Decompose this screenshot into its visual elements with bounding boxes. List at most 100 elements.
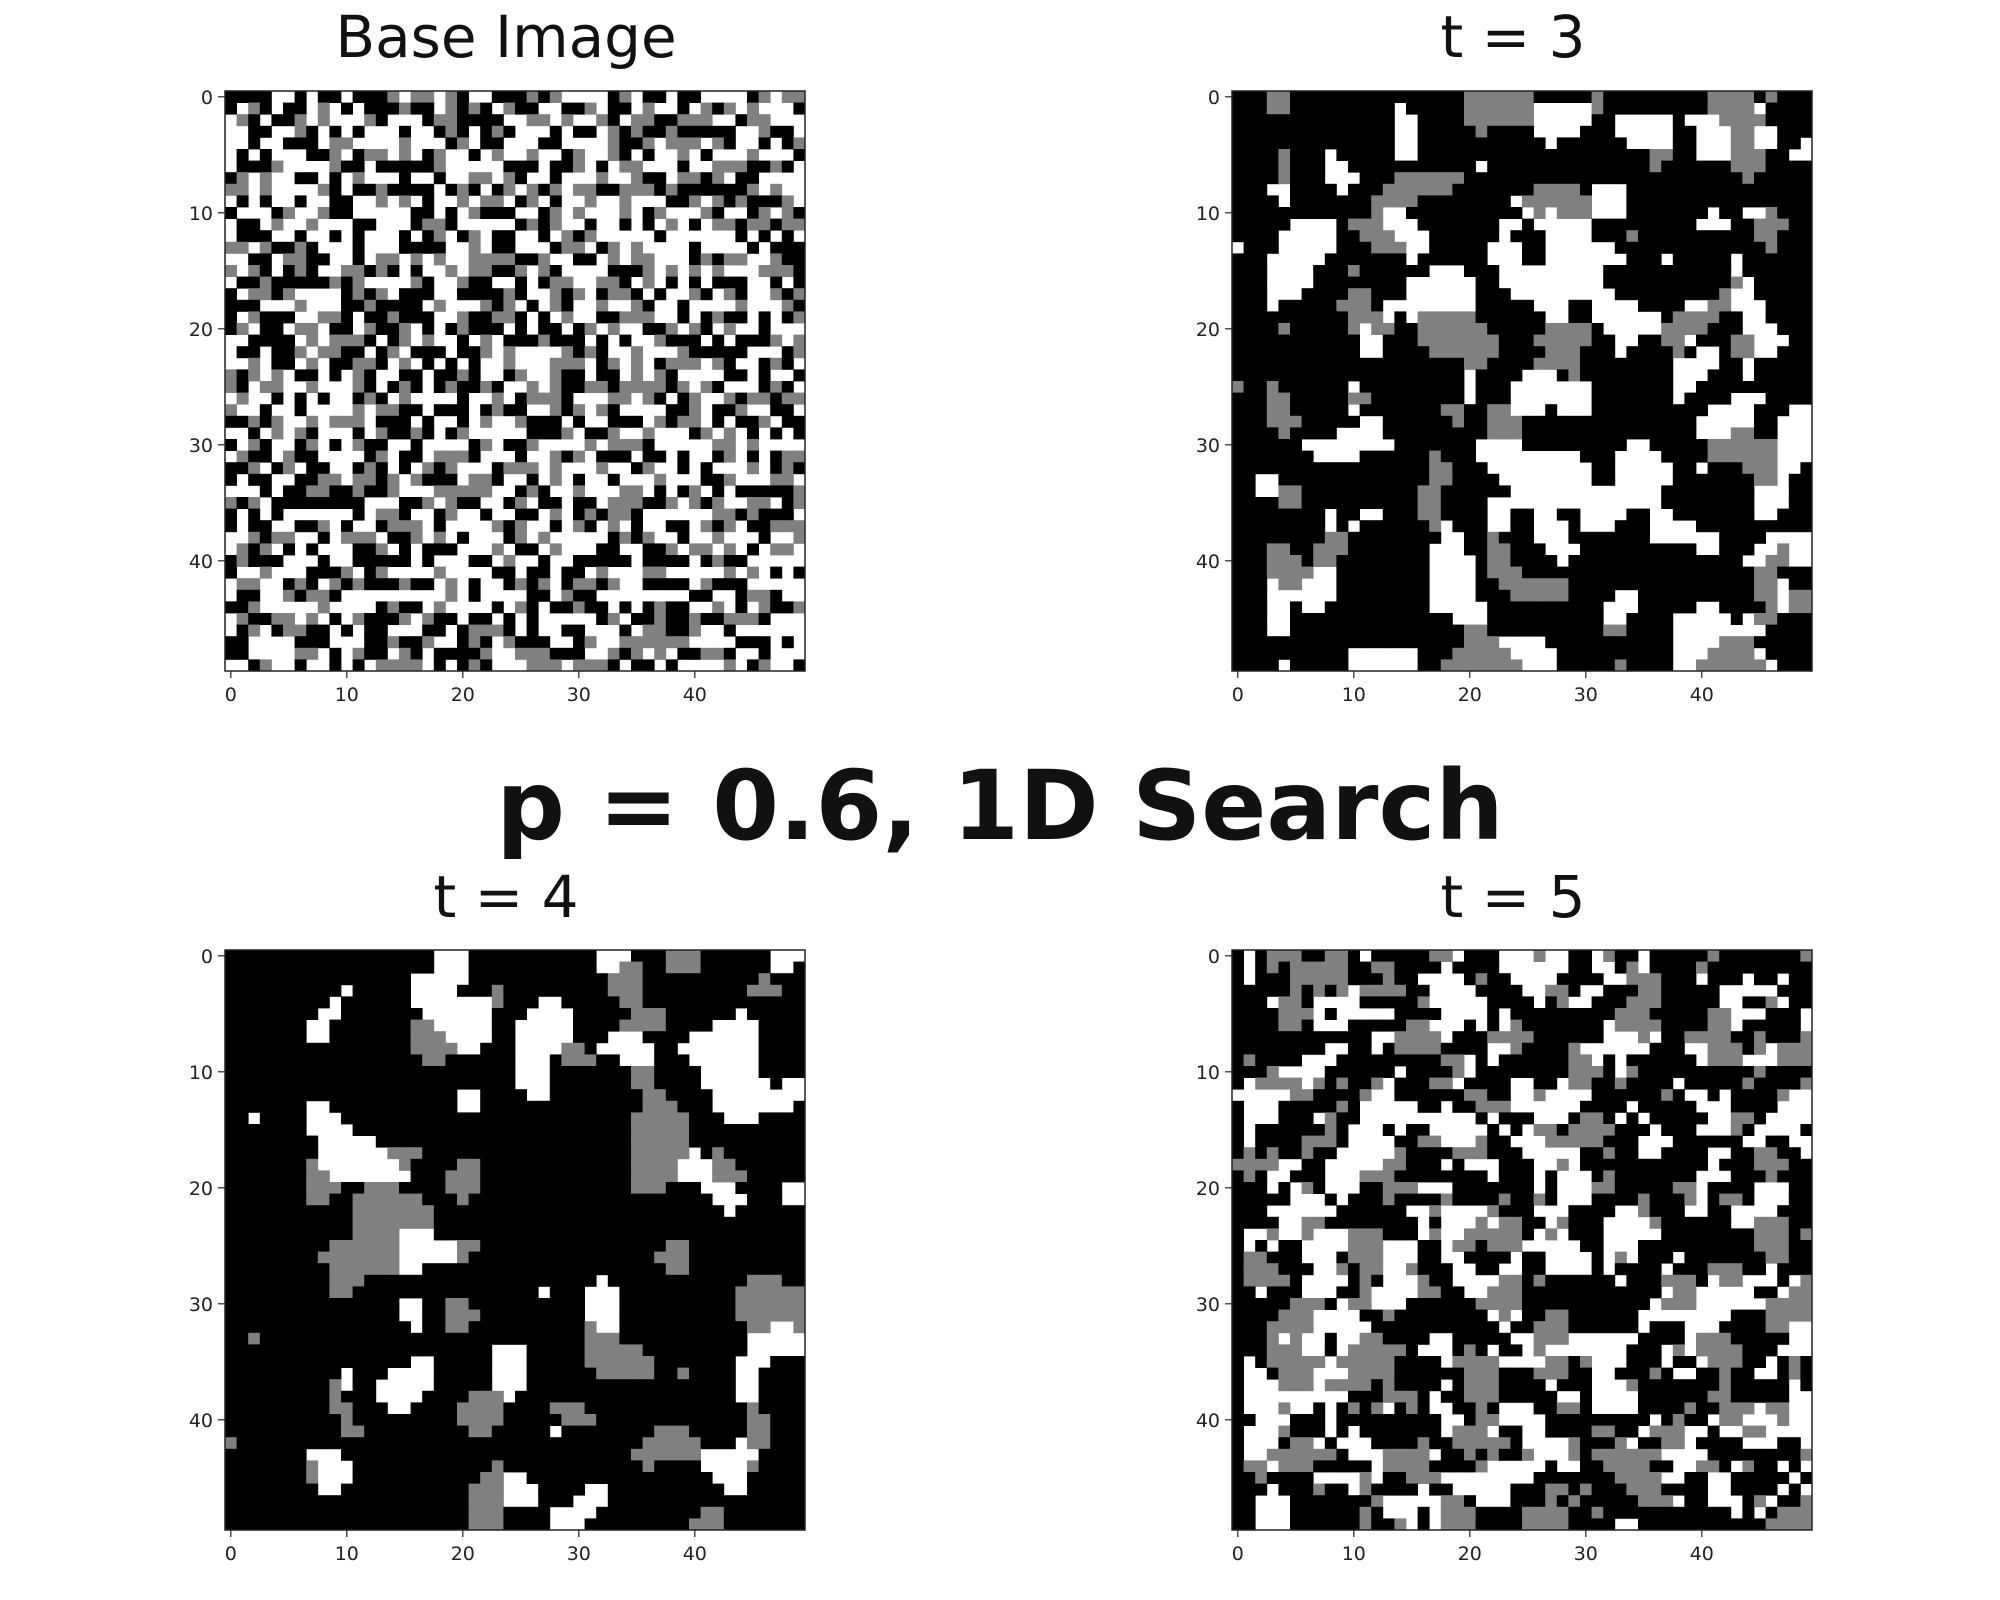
heatmap-cell: [422, 102, 435, 115]
heatmap-cell: [364, 323, 377, 335]
heatmap-cell: [294, 1112, 307, 1125]
heatmap-cell: [1290, 137, 1302, 150]
heatmap-cell: [375, 601, 388, 614]
heatmap-cell: [503, 357, 516, 370]
heatmap-cell: [225, 1286, 237, 1299]
heatmap-cell: [573, 149, 585, 161]
heatmap-cell: [410, 1042, 423, 1055]
heatmap-cell: [735, 1263, 748, 1276]
heatmap-cell: [1800, 392, 1813, 405]
heatmap-cell: [399, 1286, 411, 1299]
heatmap-cell: [457, 1124, 469, 1136]
heatmap-cell: [1382, 636, 1395, 649]
heatmap-cell: [538, 578, 551, 591]
heatmap-cell: [1777, 183, 1790, 196]
heatmap-cell: [1452, 450, 1465, 463]
heatmap-cell: [352, 1274, 365, 1287]
heatmap-cell: [1255, 207, 1268, 219]
heatmap-cell: [654, 172, 667, 185]
heatmap-cell: [1394, 91, 1407, 103]
heatmap-cell: [375, 427, 388, 440]
heatmap-cell: [1266, 462, 1279, 475]
heatmap-cell: [596, 1100, 609, 1113]
heatmap-cell: [1754, 462, 1766, 475]
heatmap-cell: [526, 91, 539, 103]
heatmap-cell: [526, 253, 539, 266]
heatmap-cell: [1243, 381, 1256, 393]
heatmap-cell: [665, 1089, 678, 1102]
heatmap-cell: [306, 1228, 319, 1241]
heatmap-cell: [271, 160, 284, 173]
heatmap-cell: [712, 253, 725, 266]
heatmap-cell: [1788, 125, 1801, 138]
heatmap-cell: [225, 1332, 237, 1345]
heatmap-cell: [329, 473, 342, 486]
heatmap-cell: [561, 1274, 574, 1287]
heatmap-cell: [793, 1321, 806, 1334]
heatmap-cell: [1313, 160, 1326, 173]
heatmap-cell: [654, 1367, 667, 1380]
heatmap-cell: [1371, 357, 1384, 370]
heatmap-cell: [1324, 601, 1337, 614]
heatmap-cell: [433, 1367, 446, 1380]
heatmap-cell: [1684, 149, 1697, 161]
heatmap-cell: [491, 183, 504, 196]
heatmap-cell: [1382, 404, 1395, 417]
heatmap-cell: [1475, 578, 1488, 591]
heatmap-cell: [1777, 392, 1790, 405]
heatmap-cell: [1510, 589, 1523, 602]
heatmap-cell: [596, 1182, 609, 1194]
heatmap-cell: [1255, 555, 1268, 567]
heatmap-cell: [747, 589, 759, 602]
heatmap-cell: [387, 520, 400, 533]
heatmap-cell: [1672, 276, 1685, 289]
heatmap-cell: [793, 520, 806, 533]
heatmap-cell: [781, 1286, 794, 1299]
heatmap-cell: [735, 1286, 748, 1299]
heatmap-cell: [410, 1031, 423, 1044]
heatmap-cell: [259, 531, 272, 544]
heatmap-cell: [364, 91, 377, 103]
heatmap-cell: [1638, 91, 1650, 103]
heatmap-cell: [259, 183, 272, 196]
heatmap-cell: [503, 1031, 516, 1044]
heatmap-cell: [1719, 381, 1732, 393]
heatmap-cell: [1336, 566, 1349, 579]
heatmap-cell: [747, 1274, 759, 1287]
heatmap-cell: [271, 1263, 284, 1276]
heatmap-cell: [271, 1019, 284, 1032]
heatmap-cell: [1777, 659, 1790, 672]
heatmap-cell: [1719, 253, 1732, 266]
heatmap-cell: [1522, 183, 1534, 196]
heatmap-cell: [1568, 207, 1581, 219]
heatmap-cell: [294, 1100, 307, 1113]
heatmap-cell: [422, 1042, 435, 1055]
heatmap-cell: [248, 102, 261, 115]
heatmap-cell: [549, 1147, 562, 1160]
heatmap-cell: [1498, 149, 1511, 161]
heatmap-cell: [225, 1367, 237, 1380]
heatmap-cell: [1371, 160, 1384, 173]
heatmap-cell: [236, 149, 249, 161]
heatmap-cell: [1580, 427, 1592, 440]
heatmap-cell: [654, 555, 667, 567]
heatmap-cell: [781, 450, 794, 463]
heatmap-cell: [1672, 102, 1685, 115]
heatmap-cell: [248, 950, 261, 962]
heatmap-cell: [758, 1367, 771, 1380]
heatmap-cell: [248, 1298, 261, 1310]
heatmap-cell: [515, 1158, 527, 1171]
heatmap-cell: [619, 497, 632, 509]
heatmap-cell: [457, 346, 469, 359]
heatmap-cell: [573, 497, 585, 509]
heatmap-cell: [1498, 311, 1511, 324]
heatmap-cell: [1475, 241, 1488, 254]
heatmap-cell: [422, 543, 435, 556]
heatmap-cell: [283, 578, 295, 591]
heatmap-cell: [1730, 230, 1743, 243]
heatmap-cell: [1417, 520, 1430, 533]
heatmap-cell: [410, 1182, 423, 1194]
heatmap-cell: [259, 334, 272, 347]
heatmap-cell: [1742, 334, 1755, 347]
heatmap-cell: [1626, 230, 1639, 243]
